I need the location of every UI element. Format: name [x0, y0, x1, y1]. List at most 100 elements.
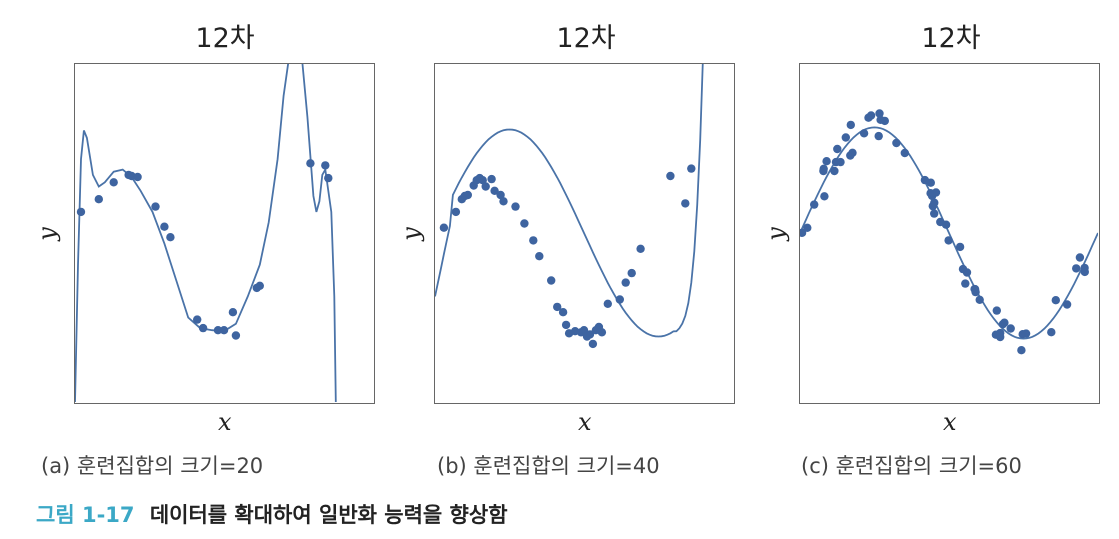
data-point [820, 192, 829, 201]
data-point [499, 197, 508, 206]
data-point [228, 308, 238, 317]
data-point [603, 299, 612, 308]
data-point [553, 302, 562, 312]
data-point [833, 144, 842, 154]
figure-number: 그림 1-17 [36, 503, 135, 527]
data-point [133, 172, 142, 182]
data-point [1080, 263, 1089, 273]
plot-area [74, 63, 375, 404]
panel-caption: (a) 훈련집합의 크기=20 [41, 454, 264, 478]
y-axis-label: y [32, 227, 61, 241]
data-point [1051, 296, 1060, 305]
data-point [944, 236, 953, 245]
data-point [1006, 324, 1015, 333]
data-point [463, 190, 472, 200]
data-point [496, 190, 505, 200]
data-point [803, 223, 812, 232]
data-point [958, 264, 968, 274]
data-point [874, 131, 883, 141]
data-point [558, 308, 568, 317]
panel-title: 12차 [921, 23, 981, 54]
data-point [109, 178, 118, 187]
data-point [666, 171, 675, 181]
data-point [1000, 318, 1009, 327]
x-axis-label: x [578, 408, 592, 436]
y-axis-label: y [396, 227, 425, 241]
data-point [487, 174, 496, 184]
data-point [687, 164, 696, 173]
data-point [810, 200, 819, 209]
data-point [547, 276, 556, 285]
data-point [94, 195, 103, 204]
fit-curve [75, 64, 337, 402]
figure-caption: 그림 1-17 데이터를 확대하여 일반화 능력을 향상함 [36, 499, 508, 529]
data-point [864, 113, 873, 122]
data-point [1075, 253, 1085, 262]
fit-curve [800, 126, 1098, 340]
data-point [996, 328, 1005, 338]
data-point [930, 198, 939, 207]
panel-caption: (c) 훈련집합의 크기=60 [801, 454, 1022, 478]
panel-c: 12차 y x (c) 훈련집합의 크기=60 [761, 0, 1115, 480]
data-point [892, 138, 901, 148]
data-point [151, 202, 160, 211]
data-point [529, 236, 538, 245]
data-point [900, 148, 909, 158]
data-point [597, 328, 607, 337]
data-point [255, 281, 264, 290]
data-point [193, 315, 202, 324]
data-point [535, 252, 544, 261]
data-point [324, 173, 333, 183]
data-point [961, 279, 970, 288]
data-point [561, 320, 571, 330]
chart-svg [435, 64, 704, 349]
data-point [490, 186, 499, 195]
data-point [585, 330, 595, 339]
panel-title: 12차 [195, 23, 255, 54]
panel-title: 12차 [556, 23, 616, 54]
data-point [841, 133, 850, 142]
data-point [1047, 328, 1056, 337]
data-point [439, 223, 449, 232]
data-point [875, 109, 884, 118]
panel-caption: (b) 훈련집합의 크기=40 [437, 454, 660, 478]
data-point [160, 222, 169, 231]
data-point [579, 326, 589, 335]
data-point [876, 115, 885, 124]
x-axis-label: x [218, 408, 232, 436]
data-point [681, 199, 690, 208]
data-point [975, 295, 984, 304]
figure-caption-text: 데이터를 확대하여 일반화 능력을 향상함 [149, 503, 508, 527]
data-point [1017, 346, 1026, 355]
data-point [1072, 264, 1081, 273]
data-point [621, 278, 630, 287]
data-point [970, 285, 980, 294]
data-point [830, 166, 839, 176]
data-point [198, 323, 208, 333]
data-point [819, 164, 828, 173]
data-point [615, 295, 624, 304]
data-point [588, 339, 598, 349]
panel-b: 12차 y x (b) 훈련집합의 크기=40 [396, 0, 750, 480]
data-point [992, 306, 1001, 315]
data-point [955, 242, 965, 252]
data-point [219, 326, 229, 335]
x-axis-label: x [943, 408, 957, 436]
data-point [520, 219, 529, 228]
data-point [478, 176, 487, 185]
panel-a: 12차 y x (a) 훈련집합의 크기=20 [33, 0, 390, 480]
data-point [306, 159, 315, 168]
data-point [231, 331, 241, 340]
data-point [936, 217, 945, 227]
data-point [636, 244, 645, 253]
data-point [1018, 330, 1027, 339]
data-point [836, 157, 845, 167]
data-point [321, 161, 330, 170]
y-axis-label: y [761, 227, 790, 241]
data-point [846, 120, 855, 130]
data-point [451, 207, 461, 217]
data-point [481, 182, 490, 191]
plot-area [799, 63, 1100, 404]
data-point [926, 178, 935, 187]
chart-svg [800, 109, 1098, 355]
